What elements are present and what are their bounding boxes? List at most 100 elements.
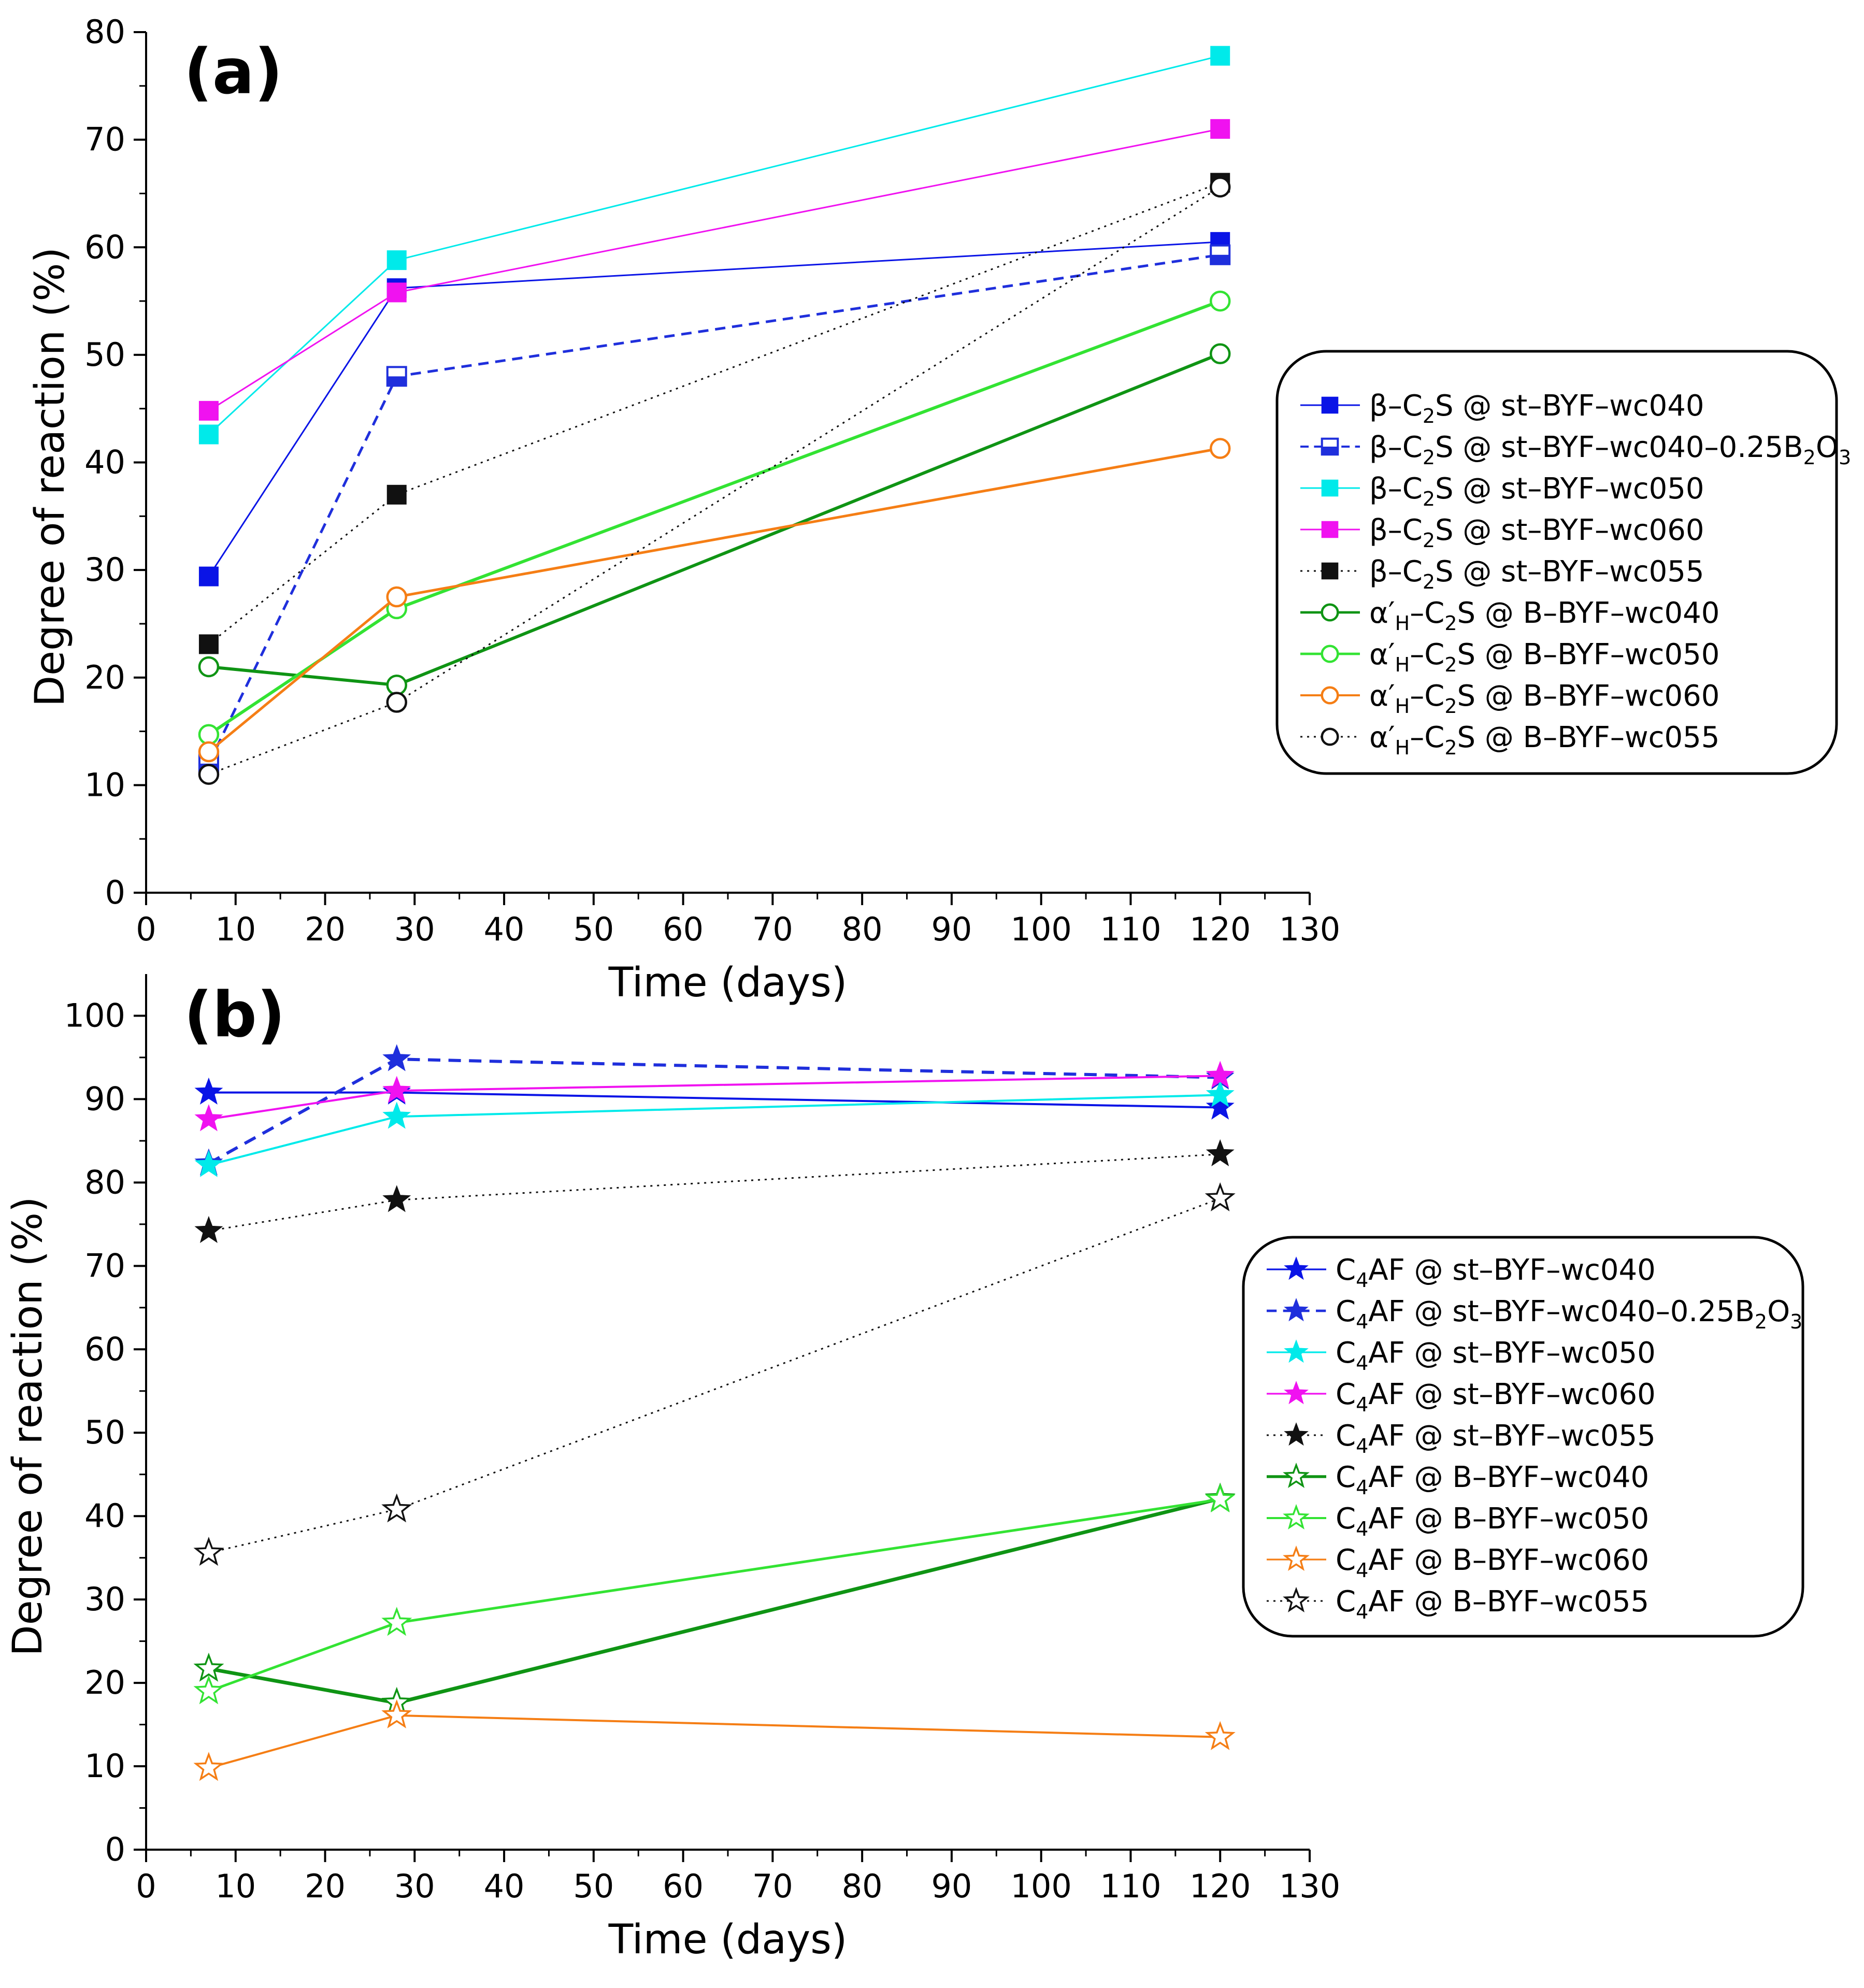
legend-label: α′H–C2S @ B–BYF–wc060 <box>1369 679 1719 718</box>
data-point <box>1210 119 1230 139</box>
data-point <box>1206 1139 1235 1167</box>
legend-marker <box>1284 1298 1309 1322</box>
series-line <box>208 1498 1221 1693</box>
series-line <box>208 1497 1221 1705</box>
legend-marker <box>1283 1545 1310 1571</box>
data-point <box>193 1652 224 1682</box>
x-tick-label: 120 <box>1189 1867 1251 1905</box>
series-line <box>208 241 1221 577</box>
y-tick-label: 70 <box>84 1247 125 1284</box>
legend-marker <box>1321 521 1339 538</box>
x-tick-label: 60 <box>663 1867 704 1905</box>
data-point <box>198 741 220 763</box>
series-8 <box>193 1182 1236 1566</box>
y-tick-label: 70 <box>84 121 125 159</box>
legend-entry: α′H–C2S @ B–BYF–wc060 <box>1300 679 1719 718</box>
legend-marker <box>1283 1504 1310 1529</box>
legend-entry: β–C2S @ st–BYF–wc055 <box>1300 555 1704 593</box>
x-tick-label: 70 <box>752 910 793 948</box>
series-line <box>208 1714 1221 1769</box>
x-tick-label: 110 <box>1100 910 1161 948</box>
y-tick-label: 60 <box>84 228 125 266</box>
x-tick-label: 100 <box>1011 1867 1072 1905</box>
series-line <box>207 253 1221 764</box>
data-point <box>1206 1092 1235 1120</box>
data-point <box>193 1675 224 1705</box>
legend-label: β–C2S @ st–BYF–wc040–0.25B2O3 <box>1369 431 1851 469</box>
legend-entry: C4AF @ B–BYF–wc055 <box>1267 1585 1649 1623</box>
x-tick-label: 130 <box>1279 1867 1340 1905</box>
data-point <box>193 1537 224 1566</box>
x-tick-label: 90 <box>931 910 972 948</box>
data-point <box>386 366 407 387</box>
x-tick-label: 100 <box>1011 910 1072 948</box>
x-tick-label: 0 <box>136 1867 156 1905</box>
data-point <box>386 675 408 696</box>
x-tick-label: 30 <box>394 1867 435 1905</box>
legend-label: C4AF @ st–BYF–wc060 <box>1336 1378 1656 1416</box>
legend-box <box>1242 1236 1804 1638</box>
y-tick-label: 20 <box>84 659 125 696</box>
data-point <box>386 282 407 303</box>
legend-label: C4AF @ st–BYF–wc050 <box>1336 1336 1656 1375</box>
data-point <box>198 656 220 678</box>
panel-label: (a) <box>184 36 283 108</box>
y-tick-label: 80 <box>84 13 125 51</box>
legend-entry: C4AF @ st–BYF–wc050 <box>1267 1336 1656 1375</box>
data-point <box>198 566 219 587</box>
y-tick-label: 40 <box>84 1497 125 1535</box>
data-point <box>382 1185 411 1212</box>
legend-entry: C4AF @ st–BYF–wc040 <box>1267 1253 1656 1292</box>
y-tick-label: 50 <box>84 1413 125 1451</box>
data-point <box>1209 438 1231 459</box>
legend-label: α′H–C2S @ B–BYF–wc055 <box>1369 721 1719 759</box>
data-point <box>381 1699 412 1728</box>
x-tick-label: 80 <box>842 910 883 948</box>
data-point <box>382 1076 411 1103</box>
data-point <box>1205 1182 1236 1212</box>
series-3 <box>198 119 1230 421</box>
data-point <box>1210 46 1230 66</box>
series-7 <box>193 1699 1236 1781</box>
y-axis-title: Degree of reaction (%) <box>5 1197 51 1656</box>
x-tick-label: 70 <box>752 1867 793 1905</box>
x-tick-label: 110 <box>1100 1867 1161 1905</box>
legend-marker <box>1321 437 1339 456</box>
legend-entry: α′H–C2S @ B–BYF–wc055 <box>1300 721 1719 759</box>
legend-entry: β–C2S @ st–BYF–wc060 <box>1300 513 1704 552</box>
x-axis-title: Time (days) <box>608 960 848 1006</box>
panel-label: (b) <box>184 979 285 1051</box>
data-point <box>1205 1483 1236 1513</box>
data-point <box>386 586 408 608</box>
legend-label: α′H–C2S @ B–BYF–wc050 <box>1369 638 1719 676</box>
data-point <box>194 1077 223 1105</box>
y-tick-label: 30 <box>84 1580 125 1618</box>
x-axis-title: Time (days) <box>608 1917 848 1963</box>
legend-marker <box>1283 1462 1310 1488</box>
series-line <box>208 299 1221 736</box>
legend-entry: C4AF @ st–BYF–wc040–0.25B2O3 <box>1267 1295 1802 1333</box>
x-tick-label: 50 <box>573 910 614 948</box>
y-tick-label: 10 <box>84 1747 125 1785</box>
data-point <box>194 1104 223 1132</box>
x-tick-label: 10 <box>215 1867 256 1905</box>
legend-label: β–C2S @ st–BYF–wc040 <box>1369 389 1704 427</box>
y-tick-label: 50 <box>84 336 125 374</box>
series-line <box>208 1057 1221 1165</box>
series-0 <box>198 232 1230 587</box>
series-line <box>208 1153 1221 1232</box>
x-tick-label: 130 <box>1279 910 1340 948</box>
series-5 <box>198 343 1231 696</box>
data-point <box>1205 1721 1236 1750</box>
legend-entry: C4AF @ B–BYF–wc060 <box>1267 1543 1649 1582</box>
series-4 <box>194 1139 1235 1243</box>
legend-box <box>1275 350 1838 775</box>
series-line <box>208 186 1221 776</box>
series-3 <box>194 1061 1235 1132</box>
y-tick-label: 40 <box>84 444 125 481</box>
y-tick-label: 90 <box>84 1080 125 1118</box>
legend-entry: C4AF @ st–BYF–wc060 <box>1267 1378 1656 1416</box>
data-point <box>1206 1061 1235 1088</box>
y-tick-label: 0 <box>105 874 125 911</box>
y-tick-label: 0 <box>105 1830 125 1868</box>
